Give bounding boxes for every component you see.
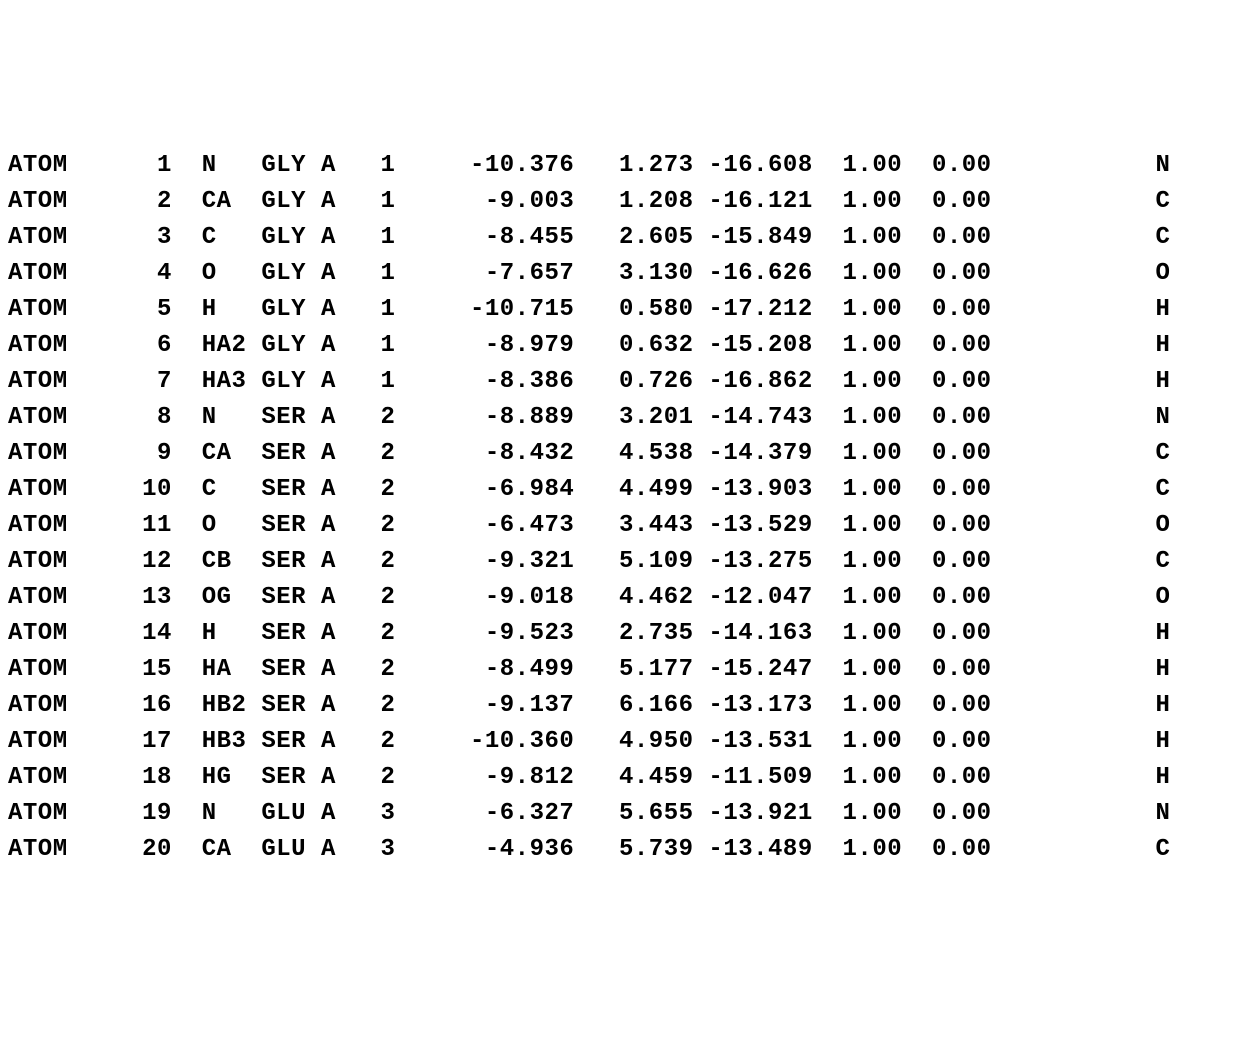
pdb-atom-row: ATOM 5 H GLY A 1 -10.715 0.580 -17.212 1… xyxy=(8,292,1232,328)
pdb-atom-row: ATOM 15 HA SER A 2 -8.499 5.177 -15.247 … xyxy=(8,652,1232,688)
pdb-atom-table: ATOM 1 N GLY A 1 -10.376 1.273 -16.608 1… xyxy=(8,148,1232,868)
pdb-atom-row: ATOM 18 HG SER A 2 -9.812 4.459 -11.509 … xyxy=(8,760,1232,796)
pdb-atom-row: ATOM 11 O SER A 2 -6.473 3.443 -13.529 1… xyxy=(8,508,1232,544)
pdb-atom-row: ATOM 10 C SER A 2 -6.984 4.499 -13.903 1… xyxy=(8,472,1232,508)
pdb-atom-row: ATOM 8 N SER A 2 -8.889 3.201 -14.743 1.… xyxy=(8,400,1232,436)
pdb-atom-row: ATOM 14 H SER A 2 -9.523 2.735 -14.163 1… xyxy=(8,616,1232,652)
pdb-atom-row: ATOM 3 C GLY A 1 -8.455 2.605 -15.849 1.… xyxy=(8,220,1232,256)
pdb-atom-row: ATOM 13 OG SER A 2 -9.018 4.462 -12.047 … xyxy=(8,580,1232,616)
pdb-atom-row: ATOM 4 O GLY A 1 -7.657 3.130 -16.626 1.… xyxy=(8,256,1232,292)
pdb-atom-row: ATOM 7 HA3 GLY A 1 -8.386 0.726 -16.862 … xyxy=(8,364,1232,400)
pdb-atom-row: ATOM 12 CB SER A 2 -9.321 5.109 -13.275 … xyxy=(8,544,1232,580)
pdb-atom-row: ATOM 16 HB2 SER A 2 -9.137 6.166 -13.173… xyxy=(8,688,1232,724)
pdb-atom-row: ATOM 20 CA GLU A 3 -4.936 5.739 -13.489 … xyxy=(8,832,1232,868)
pdb-atom-row: ATOM 9 CA SER A 2 -8.432 4.538 -14.379 1… xyxy=(8,436,1232,472)
pdb-atom-row: ATOM 6 HA2 GLY A 1 -8.979 0.632 -15.208 … xyxy=(8,328,1232,364)
pdb-atom-row: ATOM 17 HB3 SER A 2 -10.360 4.950 -13.53… xyxy=(8,724,1232,760)
pdb-atom-row: ATOM 2 CA GLY A 1 -9.003 1.208 -16.121 1… xyxy=(8,184,1232,220)
pdb-atom-row: ATOM 1 N GLY A 1 -10.376 1.273 -16.608 1… xyxy=(8,148,1232,184)
pdb-atom-row: ATOM 19 N GLU A 3 -6.327 5.655 -13.921 1… xyxy=(8,796,1232,832)
